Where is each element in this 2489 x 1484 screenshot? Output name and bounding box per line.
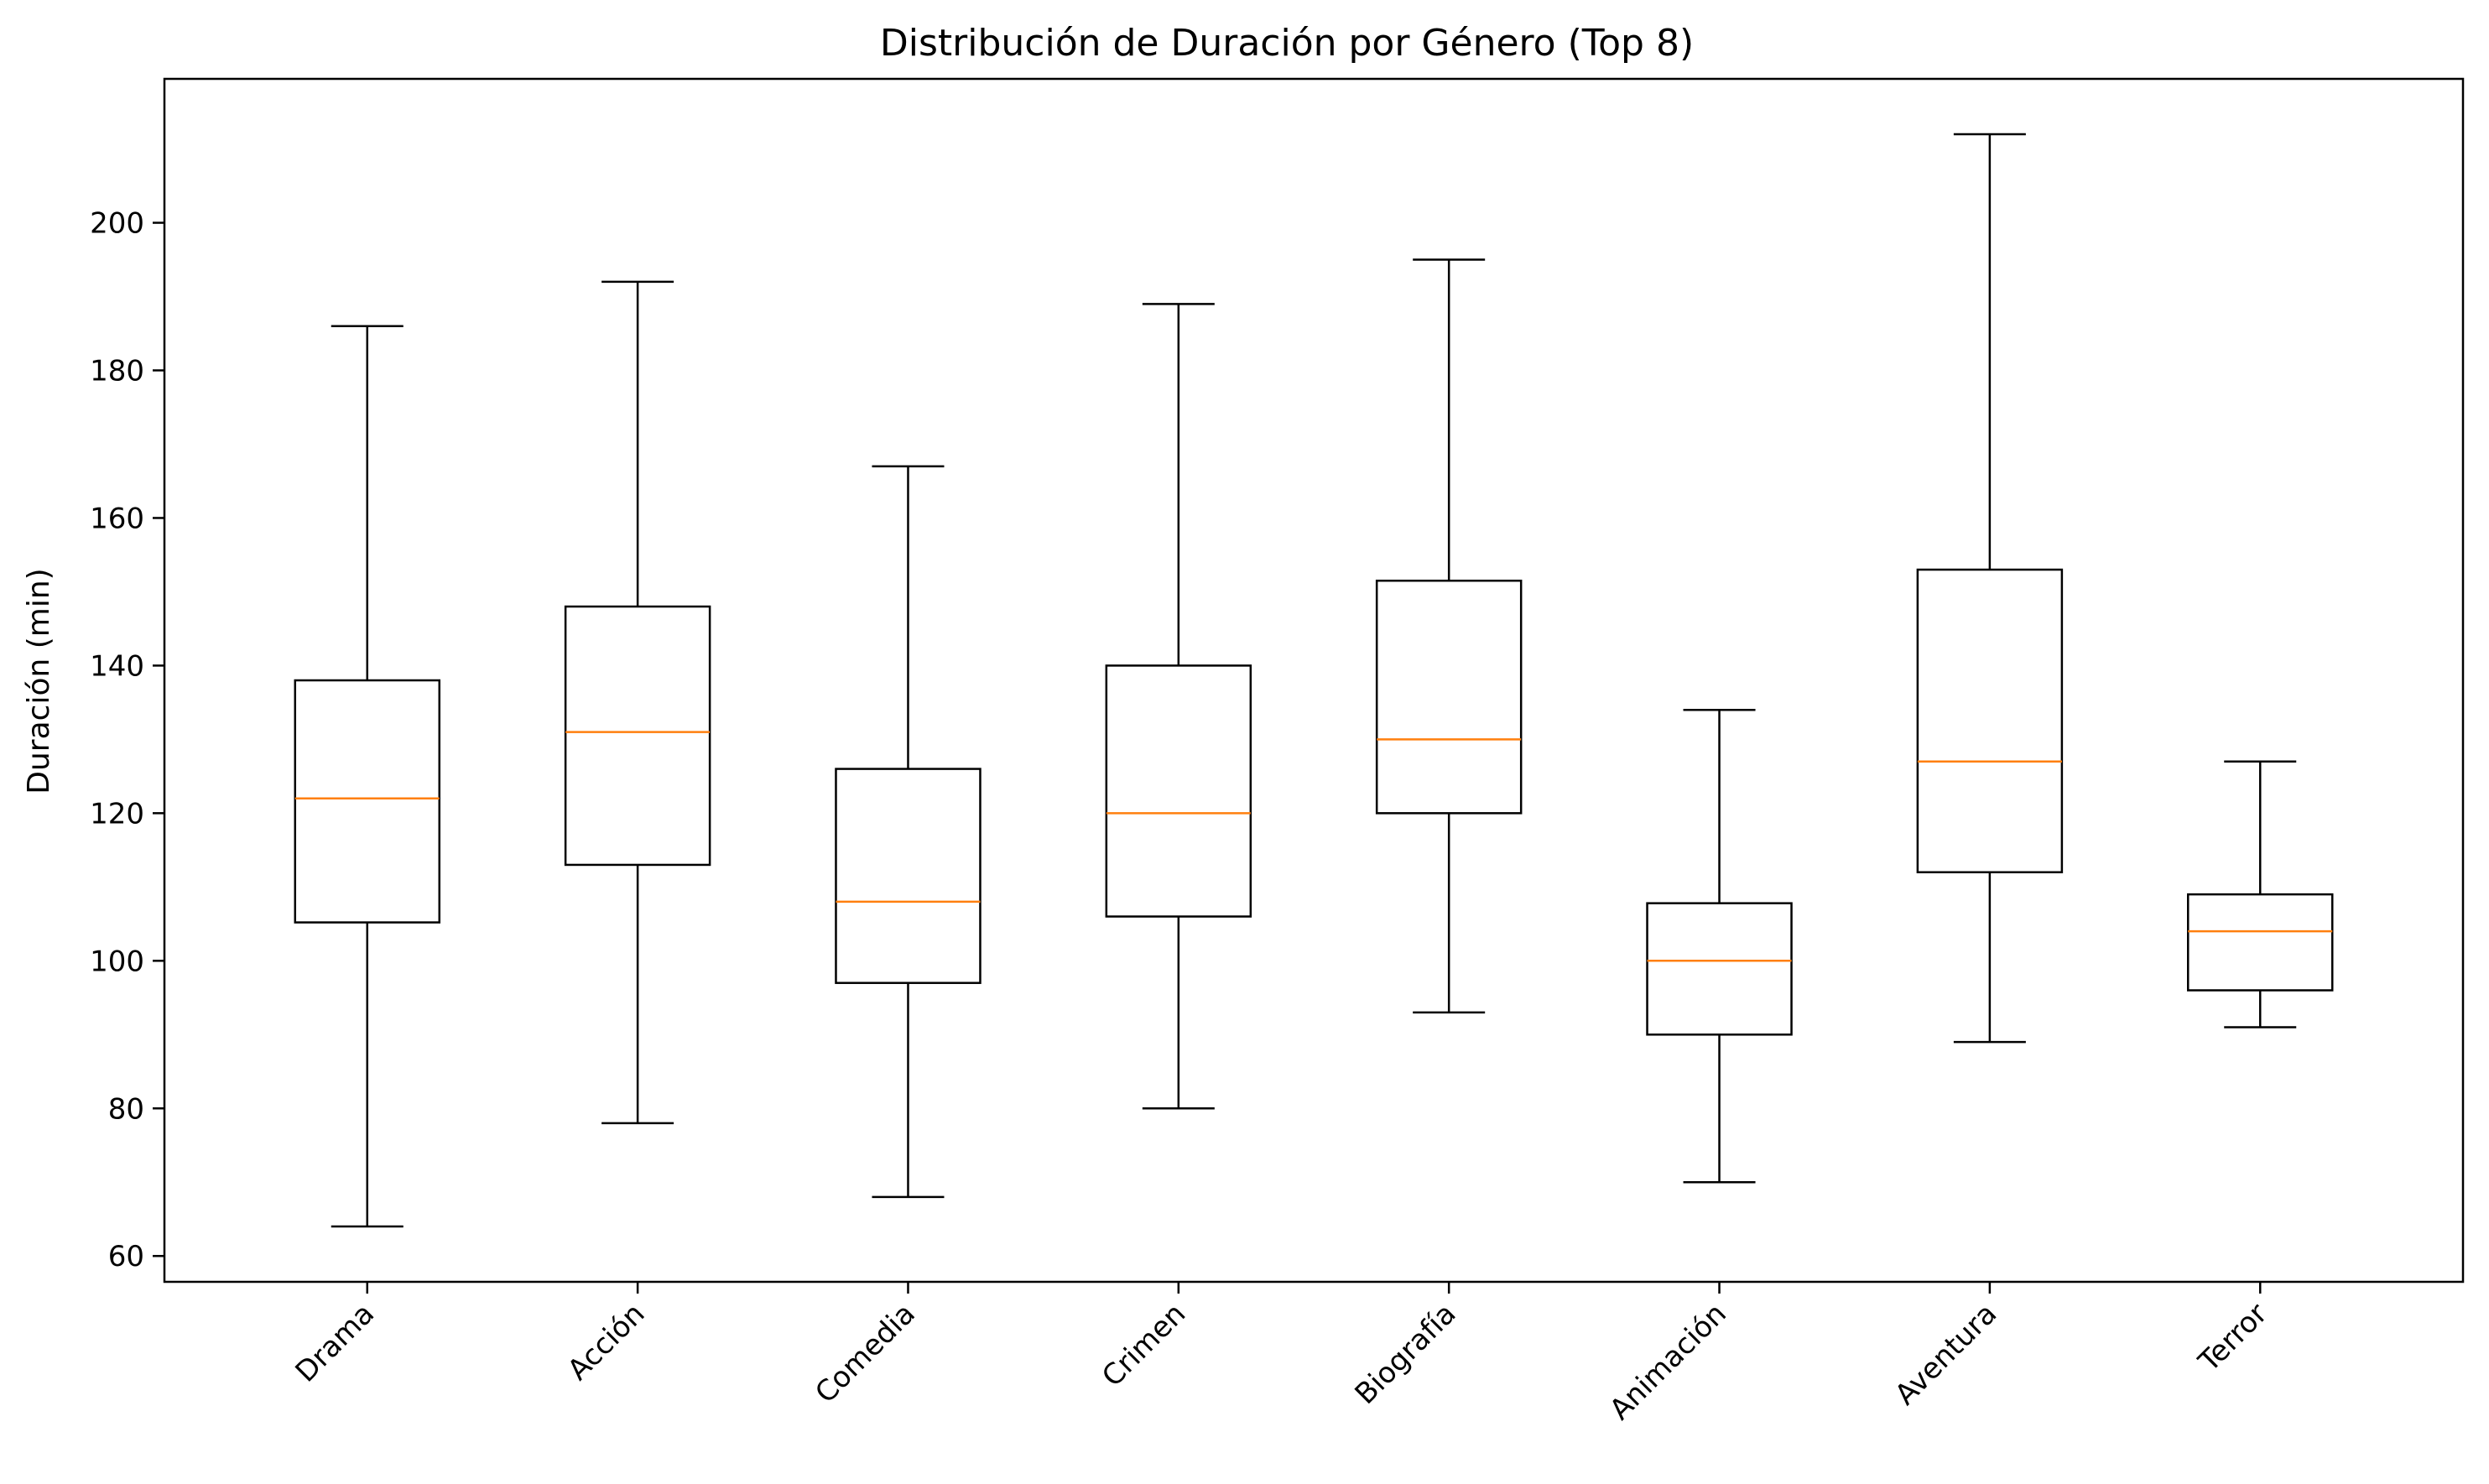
y-tick-label: 80 [108,1092,144,1126]
x-tick-label: Crimen [1096,1297,1192,1393]
box-animación [1646,708,1793,1184]
x-tick-label: Aventura [1888,1297,2003,1412]
y-tick-label: 180 [90,355,144,388]
box-acción [564,280,711,1125]
x-tick-label: Drama [289,1297,382,1389]
iqr-box [835,768,982,984]
x-tick-label: Animación [1603,1297,1733,1427]
y-axis-label: Duración (min) [22,568,56,794]
box-aventura [1916,133,2064,1044]
y-tick-label: 100 [90,945,144,978]
plot-area-frame [163,77,2465,1284]
box-series [294,133,2334,1228]
iqr-box [1646,902,1793,1036]
y-tick-label: 120 [90,797,144,831]
x-axis: Drama Acción Comedia Crimen Biografía Animaci… [289,1282,2274,1427]
box-drama [294,325,441,1228]
box-comedia [835,465,982,1199]
box-biografía [1375,258,1523,1014]
chart-title: Distribución de Duración por Género (Top… [880,22,1694,65]
box-crimen [1105,303,1252,1110]
box-terror [2186,760,2334,1028]
x-tick-label: Comedia [809,1297,922,1410]
y-axis: 60 80 100 120 140 160 180 200 [90,207,164,1273]
x-tick-label: Biografía [1349,1297,1463,1411]
x-tick-label: Terror [2192,1297,2274,1379]
iqr-box [1375,579,1523,815]
y-tick-label: 140 [90,649,144,683]
iqr-box [1105,664,1252,918]
iqr-box [564,605,711,867]
y-tick-label: 160 [90,502,144,535]
iqr-box [1916,568,2064,873]
y-tick-label: 200 [90,207,144,241]
iqr-box [294,679,441,924]
iqr-box [2186,893,2334,992]
x-tick-label: Acción [561,1297,651,1387]
y-tick-label: 60 [108,1240,144,1273]
